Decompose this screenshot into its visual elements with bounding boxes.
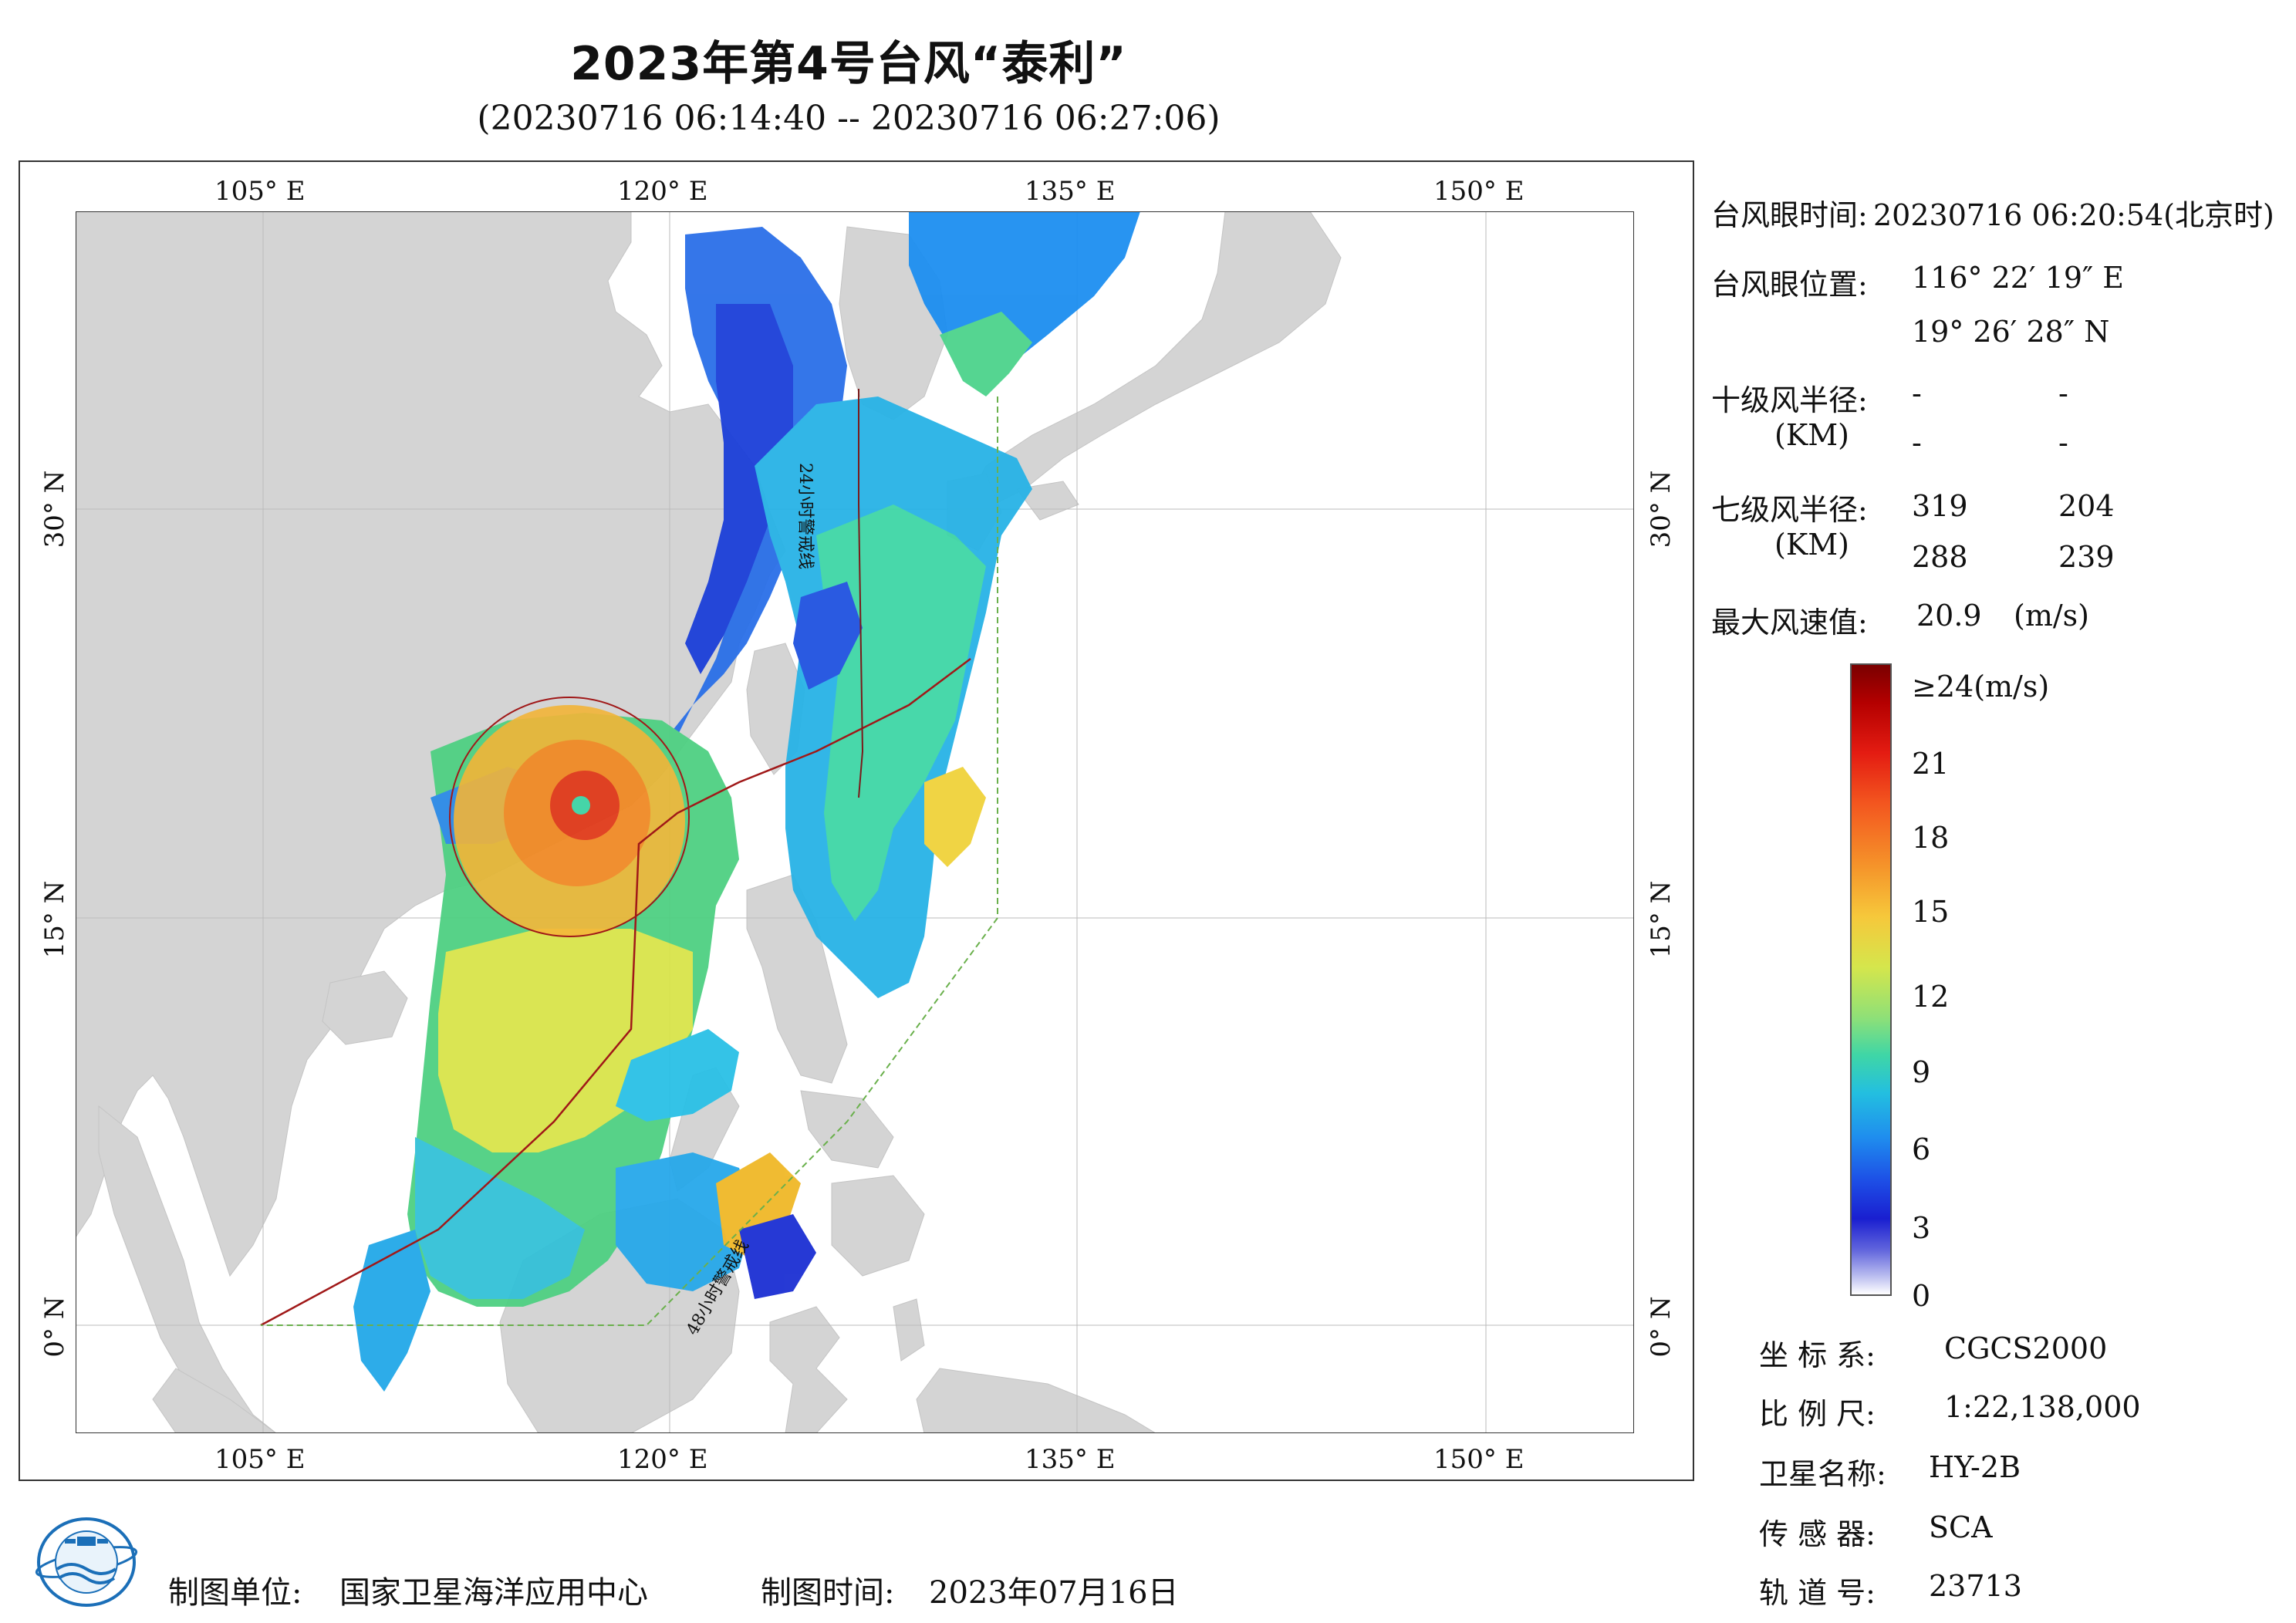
land-sumatra bbox=[152, 1368, 277, 1433]
typhoon-eye bbox=[572, 796, 590, 815]
lon-label-top-150: 150° E bbox=[1433, 176, 1524, 207]
map-canvas bbox=[76, 211, 1634, 1433]
eye-time-value: 20230716 06:20:54(北京时) bbox=[1873, 198, 2274, 232]
lat-label-left-30: 30° N bbox=[39, 470, 70, 548]
lat-label-left-0: 0° N bbox=[39, 1296, 70, 1358]
colorbar-label-24: ≥24(m/s) bbox=[1912, 670, 2050, 704]
sensor-value: SCA bbox=[1929, 1510, 1993, 1544]
orbit-value: 23713 bbox=[1929, 1569, 2022, 1603]
level7-value-sw: 288 bbox=[1912, 540, 1968, 574]
org-value: 国家卫星海洋应用中心 bbox=[339, 1575, 648, 1611]
typhoon-radius-circle bbox=[449, 697, 690, 937]
map-frame bbox=[19, 160, 1694, 1481]
level10-value-sw: - bbox=[1912, 426, 1922, 460]
wind-swath-east-blue bbox=[793, 582, 863, 690]
warning-line-48h bbox=[261, 396, 998, 1326]
wind-swath-ph-4 bbox=[739, 1214, 816, 1299]
lon-label-top-135: 135° E bbox=[1025, 176, 1116, 207]
warning-label-24h: 24小时警戒线 bbox=[795, 463, 815, 569]
land-sulawesi bbox=[769, 1306, 848, 1433]
lat-label-right-0: 0° N bbox=[1646, 1296, 1676, 1358]
level10-value-nw: - bbox=[2058, 426, 2068, 460]
date-label: 制图时间: bbox=[761, 1575, 895, 1611]
max-wind-unit: (m/s) bbox=[2014, 599, 2089, 633]
colorbar-label-0: 0 bbox=[1912, 1279, 1931, 1313]
colorbar-label-12: 12 bbox=[1912, 980, 1950, 1014]
lon-label-top-105: 105° E bbox=[214, 176, 306, 207]
satellite-value: HY-2B bbox=[1929, 1450, 2021, 1484]
wind-swath-east-green bbox=[816, 504, 986, 921]
eye-time-label: 台风眼时间: bbox=[1711, 198, 1868, 232]
org-label: 制图单位: bbox=[168, 1575, 302, 1611]
wind-swath-north-inner bbox=[685, 304, 793, 674]
land-hainan bbox=[322, 970, 408, 1045]
level10-label: 十级风半径: bbox=[1711, 383, 1868, 417]
sensor-label: 传 感 器: bbox=[1759, 1517, 1876, 1551]
land-mindanao bbox=[831, 1175, 925, 1277]
crs-label: 坐 标 系: bbox=[1759, 1338, 1876, 1372]
wind-swath-japan-green bbox=[940, 312, 1032, 396]
max-wind-label: 最大风速值: bbox=[1711, 606, 1868, 639]
map-title: 2023年第4号台风“泰利” bbox=[570, 37, 1127, 91]
level7-label: 七级风半径: bbox=[1711, 493, 1868, 527]
colorbar-label-3: 3 bbox=[1912, 1211, 1931, 1245]
colorbar-label-21: 21 bbox=[1912, 747, 1950, 781]
colorbar-label-15: 15 bbox=[1912, 895, 1950, 929]
land-shikoku bbox=[1016, 481, 1079, 521]
orbit-label: 轨 道 号: bbox=[1759, 1576, 1876, 1610]
lon-label-bottom-105: 105° E bbox=[214, 1444, 306, 1475]
lon-label-top-120: 120° E bbox=[617, 176, 708, 207]
wind-swath-east-yellow bbox=[924, 767, 986, 867]
land-malay-peninsula bbox=[98, 1105, 277, 1433]
lon-label-bottom-135: 135° E bbox=[1025, 1444, 1116, 1475]
wind-swath-scs-cyan bbox=[415, 1137, 585, 1299]
level7-unit: (KM) bbox=[1774, 528, 1849, 562]
nsoas-logo bbox=[35, 1517, 138, 1607]
eye-latitude: 19° 26′ 28″ N bbox=[1912, 315, 2110, 349]
lon-label-bottom-120: 120° E bbox=[617, 1444, 708, 1475]
level7-value-nw: 239 bbox=[2058, 540, 2115, 574]
eye-position-label: 台风眼位置: bbox=[1711, 268, 1868, 302]
lat-label-right-15: 15° N bbox=[1646, 880, 1676, 959]
colorbar-label-6: 6 bbox=[1912, 1132, 1931, 1166]
lat-label-right-30: 30° N bbox=[1646, 470, 1676, 548]
colorbar bbox=[1850, 663, 1892, 1296]
date-value: 2023年07月16日 bbox=[929, 1575, 1179, 1611]
lon-label-bottom-150: 150° E bbox=[1433, 1444, 1524, 1475]
crs-value: CGCS2000 bbox=[1944, 1331, 2108, 1365]
wind-swath-scs-left bbox=[353, 1230, 430, 1392]
lat-label-left-15: 15° N bbox=[39, 880, 70, 959]
level7-value-ne: 319 bbox=[1912, 489, 1968, 523]
level10-value-se: - bbox=[2058, 376, 2068, 410]
level10-value-ne: - bbox=[1912, 376, 1922, 410]
land-new-guinea bbox=[916, 1368, 1156, 1433]
eye-longitude: 116° 22′ 19″ E bbox=[1912, 261, 2125, 295]
scale-value: 1:22,138,000 bbox=[1944, 1390, 2141, 1424]
colorbar-label-18: 18 bbox=[1912, 821, 1950, 855]
scale-label: 比 例 尺: bbox=[1759, 1397, 1876, 1431]
colorbar-label-9: 9 bbox=[1912, 1055, 1931, 1089]
wind-swath-ph-1 bbox=[616, 1029, 739, 1122]
level10-unit: (KM) bbox=[1774, 418, 1849, 452]
warning-line-24h bbox=[858, 389, 864, 798]
land-moluccas bbox=[893, 1298, 925, 1361]
land-visayas bbox=[800, 1090, 894, 1169]
wind-field bbox=[353, 211, 1140, 1392]
satellite-label: 卫星名称: bbox=[1759, 1457, 1886, 1491]
level7-value-se: 204 bbox=[2058, 489, 2115, 523]
map-subtitle: (20230716 06:14:40 -- 20230716 06:27:06) bbox=[477, 99, 1221, 138]
max-wind-value: 20.9 bbox=[1916, 599, 1982, 633]
